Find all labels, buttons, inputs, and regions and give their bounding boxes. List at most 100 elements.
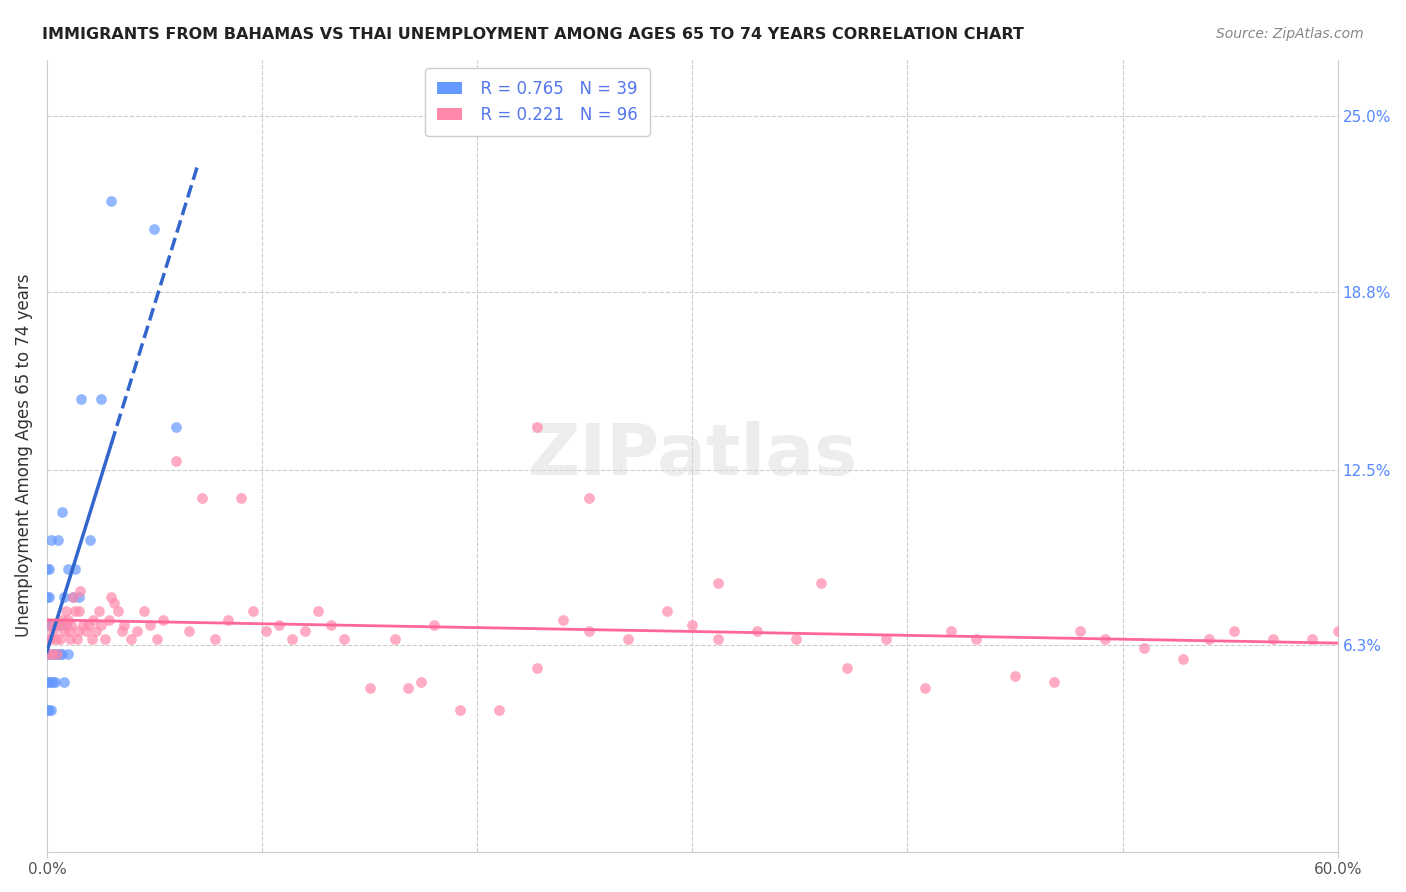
Point	[35, 632, 58, 647]
Point	[38, 674, 60, 689]
Point	[44, 647, 66, 661]
Point	[1301, 632, 1323, 647]
Point	[58, 624, 80, 638]
Point	[44, 618, 66, 632]
Point	[58, 562, 80, 576]
Point	[42, 674, 65, 689]
Point	[46, 533, 69, 548]
Point	[411, 674, 433, 689]
Text: IMMIGRANTS FROM BAHAMAS VS THAI UNEMPLOYMENT AMONG AGES 65 TO 74 YEARS CORRELATI: IMMIGRANTS FROM BAHAMAS VS THAI UNEMPLOY…	[42, 27, 1024, 42]
Point	[87, 604, 110, 618]
Point	[46, 647, 69, 661]
Point	[100, 194, 122, 208]
Point	[281, 632, 304, 647]
Point	[90, 618, 112, 632]
Point	[45, 632, 67, 647]
Point	[42, 647, 65, 661]
Point	[165, 420, 187, 434]
Point	[46, 647, 69, 661]
Point	[165, 454, 187, 468]
Point	[396, 681, 419, 695]
Point	[242, 604, 264, 618]
Point	[63, 562, 86, 576]
Point	[319, 618, 342, 632]
Point	[1094, 632, 1116, 647]
Point	[39, 533, 62, 548]
Point	[60, 618, 83, 632]
Point	[143, 222, 166, 236]
Point	[38, 562, 60, 576]
Point	[359, 681, 381, 695]
Point	[42, 624, 65, 638]
Point	[80, 632, 103, 647]
Point	[384, 632, 406, 647]
Point	[526, 420, 548, 434]
Point	[97, 613, 120, 627]
Point	[35, 674, 58, 689]
Point	[707, 575, 730, 590]
Point	[62, 590, 84, 604]
Point	[53, 674, 76, 689]
Point	[72, 618, 94, 632]
Point	[112, 618, 135, 632]
Point	[810, 575, 832, 590]
Point	[65, 632, 87, 647]
Point	[49, 618, 72, 632]
Point	[67, 590, 90, 604]
Point	[1263, 632, 1285, 647]
Point	[681, 618, 703, 632]
Point	[1223, 624, 1246, 638]
Point	[35, 618, 58, 632]
Point	[103, 596, 125, 610]
Point	[423, 618, 446, 632]
Point	[107, 604, 129, 618]
Point	[145, 632, 167, 647]
Point	[837, 661, 859, 675]
Point	[53, 618, 76, 632]
Point	[1171, 652, 1194, 666]
Point	[578, 491, 600, 505]
Point	[65, 604, 87, 618]
Point	[53, 590, 76, 604]
Point	[1133, 640, 1156, 655]
Point	[229, 491, 252, 505]
Point	[79, 533, 101, 548]
Point	[177, 624, 200, 638]
Point	[94, 632, 117, 647]
Point	[785, 632, 807, 647]
Point	[77, 618, 100, 632]
Point	[51, 613, 73, 627]
Point	[965, 632, 987, 647]
Y-axis label: Unemployment Among Ages 65 to 74 years: Unemployment Among Ages 65 to 74 years	[15, 274, 32, 638]
Point	[55, 604, 77, 618]
Point	[82, 613, 104, 627]
Point	[254, 624, 277, 638]
Point	[914, 681, 936, 695]
Point	[38, 703, 60, 717]
Point	[139, 618, 162, 632]
Point	[49, 647, 72, 661]
Point	[51, 505, 73, 519]
Point	[269, 618, 291, 632]
Point	[707, 632, 730, 647]
Point	[553, 613, 575, 627]
Point	[488, 703, 510, 717]
Legend:   R = 0.765   N = 39,   R = 0.221   N = 96: R = 0.765 N = 39, R = 0.221 N = 96	[425, 68, 650, 136]
Point	[127, 624, 149, 638]
Point	[939, 624, 962, 638]
Point	[1004, 669, 1026, 683]
Point	[217, 613, 239, 627]
Point	[38, 618, 60, 632]
Point	[152, 613, 174, 627]
Point	[333, 632, 356, 647]
Point	[449, 703, 471, 717]
Point	[66, 624, 89, 638]
Point	[41, 647, 63, 661]
Point	[655, 604, 678, 618]
Point	[38, 647, 60, 661]
Point	[294, 624, 316, 638]
Point	[307, 604, 329, 618]
Point	[38, 618, 60, 632]
Point	[35, 562, 58, 576]
Point	[56, 613, 79, 627]
